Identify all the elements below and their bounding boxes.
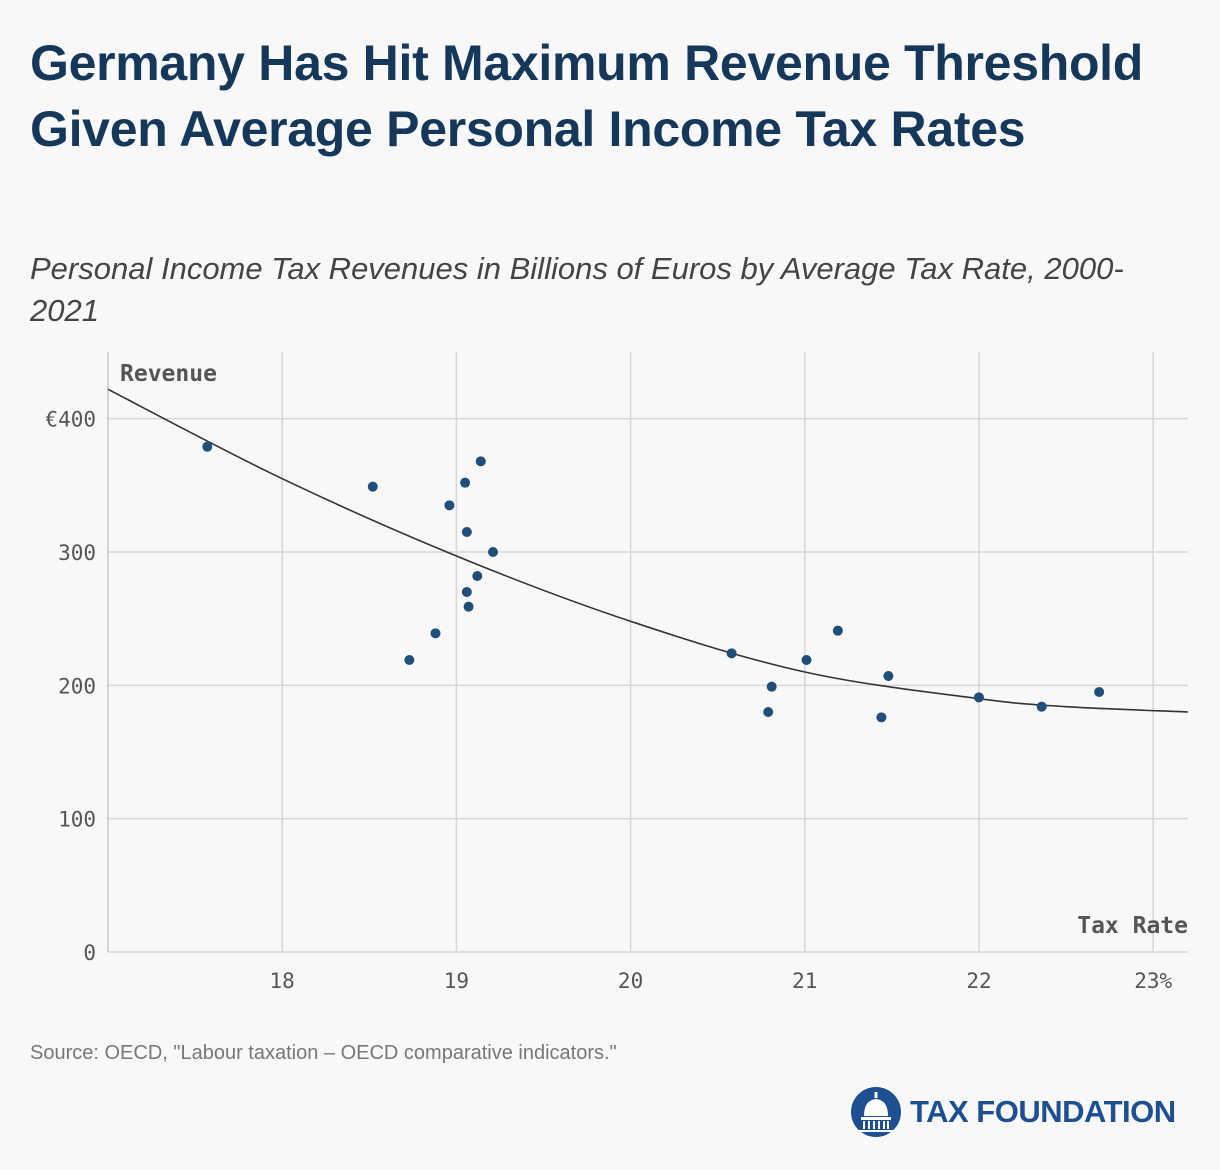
capitol-dome-icon bbox=[851, 1087, 901, 1137]
data-point bbox=[475, 456, 486, 467]
y-axis-ticks: 0 100 200 300 €400 bbox=[45, 408, 96, 965]
data-point bbox=[460, 477, 471, 488]
data-points bbox=[202, 441, 1105, 723]
data-point bbox=[883, 671, 894, 681]
data-point bbox=[463, 601, 474, 612]
y-tick-label: 200 bbox=[58, 674, 96, 698]
data-point bbox=[461, 527, 472, 537]
source-note: Source: OECD, "Labour taxation – OECD co… bbox=[30, 1042, 617, 1064]
x-axis-ticks: 18 19 20 21 22 23% bbox=[270, 969, 1173, 993]
y-tick-label: 100 bbox=[58, 808, 96, 832]
x-tick-label: 18 bbox=[270, 969, 295, 993]
trend-line bbox=[107, 388, 1189, 713]
x-tick-label: 19 bbox=[444, 969, 469, 993]
data-point bbox=[487, 547, 498, 557]
trend-line-group bbox=[107, 388, 1189, 713]
y-axis-title: Revenue bbox=[120, 361, 217, 387]
data-point bbox=[430, 628, 441, 639]
x-tick-label: 23% bbox=[1134, 969, 1172, 993]
chart-title: Germany Has Hit Maximum Revenue Threshol… bbox=[30, 35, 1144, 157]
data-point bbox=[832, 625, 843, 636]
data-point bbox=[444, 500, 455, 511]
data-point bbox=[726, 648, 737, 659]
y-tick-label: €400 bbox=[45, 408, 96, 432]
x-tick-label: 22 bbox=[966, 969, 991, 993]
tax-foundation-logo[interactable]: TAX FOUNDATION bbox=[850, 1086, 1176, 1138]
chart-subtitle: Personal Income Tax Revenues in Billions… bbox=[30, 251, 1124, 328]
data-point bbox=[404, 655, 415, 665]
data-point bbox=[763, 707, 774, 717]
data-point bbox=[367, 481, 378, 492]
x-axis-title: Tax Rate bbox=[1077, 913, 1188, 939]
data-point bbox=[973, 692, 984, 703]
y-tick-label: 300 bbox=[58, 541, 96, 565]
data-point bbox=[876, 712, 887, 723]
y-tick-label: 0 bbox=[83, 941, 96, 965]
x-tick-label: 21 bbox=[792, 969, 817, 993]
data-point bbox=[461, 587, 472, 597]
data-point bbox=[766, 681, 777, 692]
data-point bbox=[801, 655, 812, 665]
logo-text: TAX FOUNDATION bbox=[910, 1094, 1176, 1129]
grid-lines bbox=[107, 352, 1188, 953]
data-point bbox=[472, 571, 483, 581]
data-point bbox=[202, 441, 213, 452]
x-tick-label: 20 bbox=[618, 969, 643, 993]
scatter-chart: 0 100 200 300 €400 18 19 20 21 22 23% Revenue Tax… bbox=[45, 352, 1189, 993]
data-point bbox=[1094, 687, 1105, 697]
data-point bbox=[1036, 701, 1047, 712]
